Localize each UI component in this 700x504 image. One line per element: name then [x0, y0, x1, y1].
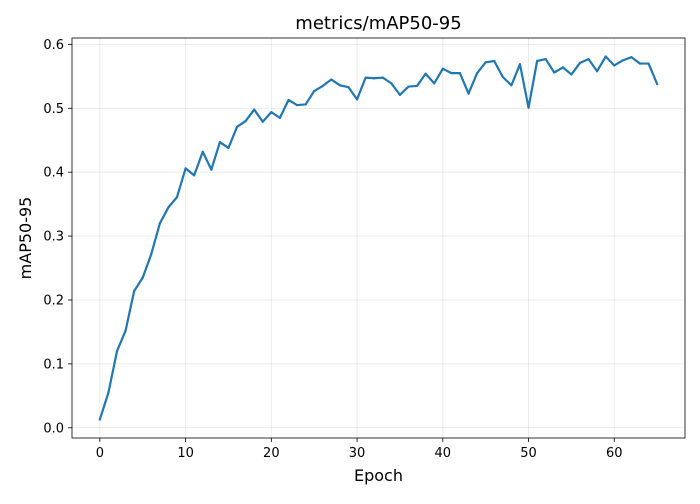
data-point: [544, 57, 547, 61]
data-point: [433, 82, 436, 85]
data-point: [527, 106, 530, 109]
chart-title: metrics/mAP50-95: [295, 13, 461, 34]
data-point: [115, 349, 119, 353]
data-point: [536, 59, 539, 63]
data-point: [175, 196, 179, 199]
data-point: [107, 391, 110, 394]
data-point: [561, 66, 564, 69]
series-points-0: [98, 55, 659, 421]
data-point: [587, 57, 590, 61]
x-axis-ticks: 0 10 20 30 40 50 60: [96, 438, 623, 461]
x-tick-label: 20: [263, 446, 280, 461]
data-point: [321, 84, 324, 88]
data-point: [355, 98, 359, 101]
data-point: [330, 78, 333, 81]
data-point: [467, 92, 470, 95]
data-point: [218, 141, 221, 144]
x-tick-label: 10: [177, 446, 194, 461]
data-point: [304, 103, 307, 106]
data-point: [638, 62, 642, 65]
x-tick-label: 30: [349, 446, 366, 461]
y-axis-title: mAP50-95: [16, 197, 35, 280]
data-point: [647, 62, 650, 65]
data-point: [458, 72, 462, 75]
data-point: [347, 86, 350, 89]
data-point: [613, 64, 616, 67]
data-point: [227, 146, 230, 150]
x-tick-label: 0: [96, 446, 104, 461]
x-tick-label: 60: [606, 446, 623, 461]
data-point: [493, 59, 496, 63]
data-point: [270, 111, 273, 114]
data-point: [630, 56, 633, 59]
data-point: [201, 150, 204, 153]
data-point: [244, 119, 247, 123]
series-line-0: [98, 55, 659, 421]
data-point: [373, 77, 376, 80]
y-tick-label: 0.4: [43, 166, 64, 181]
plot-frame: [71, 37, 686, 439]
data-point: [253, 108, 256, 111]
data-point: [424, 72, 427, 75]
data-point: [124, 329, 127, 332]
data-point: [390, 82, 393, 85]
y-axis-ticks: 0.0 0.1 0.2 0.3 0.4 0.5 0.6: [43, 38, 72, 436]
data-point: [596, 70, 599, 73]
data-point: [313, 89, 316, 93]
data-point: [184, 167, 187, 170]
data-point: [415, 84, 419, 88]
data-point: [98, 418, 101, 421]
data-point: [398, 93, 402, 96]
data-point: [518, 63, 522, 66]
data-point: [450, 72, 453, 75]
grid: [72, 38, 685, 438]
y-tick-label: 0.5: [43, 102, 64, 117]
data-point: [656, 82, 659, 86]
data-point: [364, 76, 367, 79]
data-point: [158, 222, 161, 225]
data-point: [501, 75, 504, 79]
x-axis-title: Epoch: [354, 466, 403, 485]
data-point: [570, 73, 573, 76]
data-point: [261, 120, 264, 123]
series-layer: [98, 55, 659, 421]
x-tick-label: 40: [435, 446, 452, 461]
data-point: [167, 206, 170, 209]
data-point: [210, 168, 213, 171]
data-point: [475, 72, 479, 75]
y-tick-label: 0.0: [43, 421, 64, 436]
data-point: [621, 59, 624, 62]
y-tick-label: 0.3: [43, 230, 64, 245]
y-tick-label: 0.1: [43, 357, 64, 372]
data-point: [278, 116, 282, 119]
data-point: [235, 125, 239, 128]
data-point: [553, 71, 556, 74]
data-point: [338, 84, 342, 87]
data-point: [193, 174, 196, 177]
data-point: [578, 61, 582, 65]
y-tick-label: 0.6: [43, 38, 64, 53]
data-point: [407, 85, 410, 88]
data-point: [150, 252, 153, 256]
data-point: [510, 84, 513, 87]
data-point: [381, 76, 384, 79]
data-point: [441, 67, 444, 70]
data-point: [133, 289, 136, 293]
data-point: [604, 55, 607, 58]
x-tick-label: 50: [520, 446, 537, 461]
y-tick-label: 0.2: [43, 293, 64, 308]
data-point: [141, 276, 144, 279]
data-point: [287, 98, 290, 102]
data-point: [484, 61, 487, 64]
data-point: [295, 103, 299, 107]
